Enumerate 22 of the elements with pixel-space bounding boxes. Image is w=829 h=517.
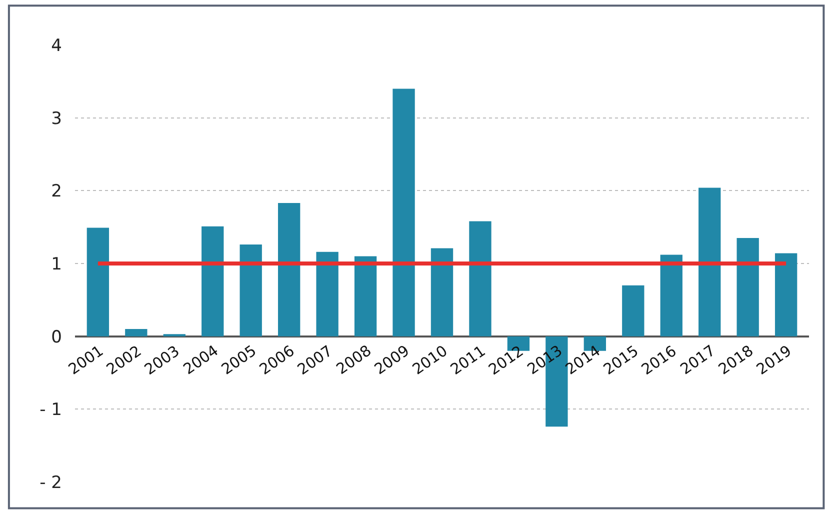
- bar: [698, 188, 721, 336]
- bar: [736, 238, 759, 336]
- y-tick-label: 3: [51, 108, 62, 129]
- bar: [240, 244, 262, 336]
- y-tick-label: 4: [51, 36, 62, 56]
- y-tick-label: 0: [51, 327, 62, 348]
- bar: [316, 252, 338, 336]
- y-tick-label: - 2: [40, 472, 62, 493]
- bar: [660, 254, 682, 336]
- y-tick-label: - 1: [40, 400, 62, 420]
- bar: [392, 88, 415, 336]
- bar: [469, 221, 492, 336]
- bar: [622, 285, 644, 336]
- bar: [354, 256, 377, 336]
- bar: [86, 228, 110, 336]
- bar: [202, 226, 224, 336]
- y-tick-label: 2: [51, 182, 62, 202]
- bar: [125, 329, 148, 336]
- bar: [774, 253, 798, 336]
- y-tick-label: 1: [51, 254, 62, 274]
- bar: [278, 203, 300, 336]
- bar: [430, 248, 454, 336]
